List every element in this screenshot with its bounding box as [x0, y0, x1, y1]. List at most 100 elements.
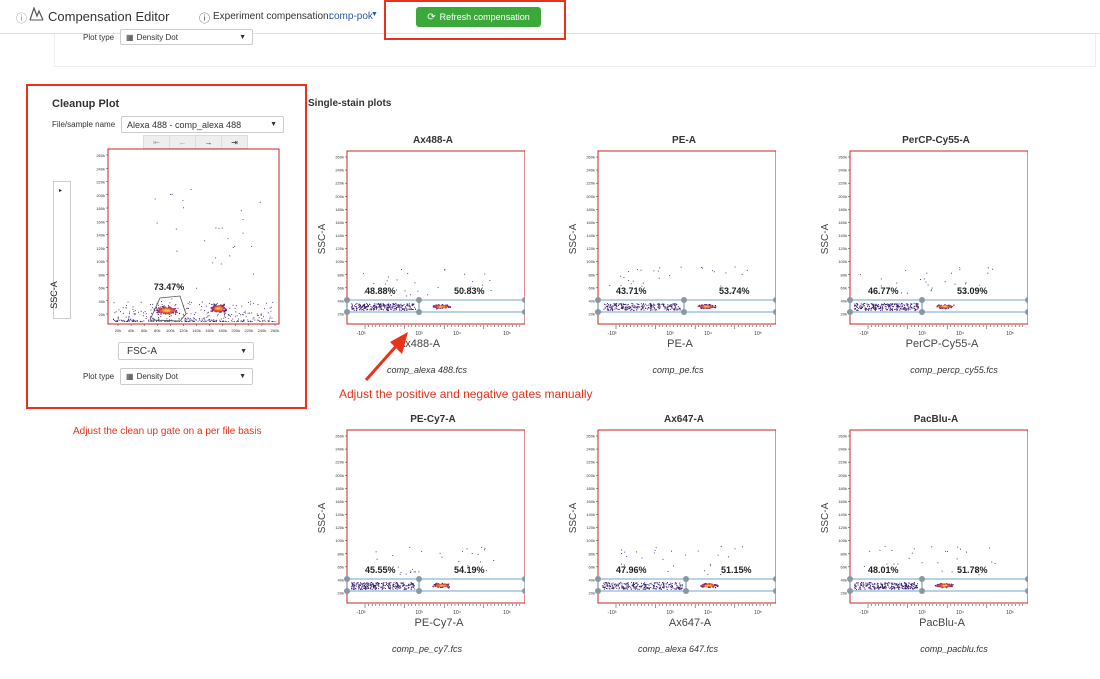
y-tick: 140k [335, 233, 344, 238]
compensation-logo-icon [29, 6, 45, 26]
positive-gate[interactable] [683, 299, 776, 313]
cleanup-x-axis-select[interactable]: FSC-A ▼ [118, 342, 254, 360]
top-plot-type-select[interactable]: ▦ Density Dot ▼ [120, 29, 253, 45]
single-stain-plot[interactable]: SSC-A 260k 240k 220k 200k 180k 160k 140k 120k 100… [566, 428, 776, 638]
single-stain-file-name: comp_pe.fcs [652, 365, 704, 375]
gate-handle[interactable] [1025, 588, 1028, 594]
gate-handle[interactable] [522, 297, 525, 303]
positive-gate[interactable] [685, 578, 776, 592]
gate-handle[interactable] [919, 309, 925, 315]
single-stain-file-name: comp_alexa 488.fcs [386, 365, 468, 375]
x-tick: -10³ [357, 610, 366, 616]
gate-handle[interactable] [344, 576, 350, 582]
cleanup-x-tick: 260k [271, 328, 280, 333]
cleanup-gate[interactable] [149, 295, 187, 322]
gate-handle[interactable] [344, 588, 350, 594]
gate-handle[interactable] [416, 297, 422, 303]
cleanup-y-axis-label: SSC-A [48, 281, 59, 309]
gate-handle[interactable] [1025, 297, 1028, 303]
single-stain-plot[interactable]: SSC-A 260k 240k 220k 200k 180k 160k 140k 120k 100… [818, 149, 1028, 359]
y-tick: 180k [335, 207, 344, 212]
plot-frame [597, 150, 776, 325]
single-stain-plot[interactable]: SSC-A 260k 240k 220k 200k 180k 160k 140k 120k 100… [566, 149, 776, 359]
x-tick: 10³ [415, 610, 423, 616]
cleanup-y-tick: 200k [96, 193, 105, 198]
gate-handle[interactable] [773, 297, 776, 303]
gate-handle[interactable] [681, 297, 687, 303]
y-tick: 120k [586, 525, 595, 530]
negative-gate-pct: 45.55% [365, 565, 396, 575]
gates-annotation: Adjust the positive and negative gates m… [339, 387, 593, 401]
gate-handle[interactable] [522, 588, 525, 594]
gate-handle[interactable] [773, 309, 776, 315]
single-stain-plot[interactable]: SSC-A 260k 240k 220k 200k 180k 160k 140k 120k 100… [315, 428, 525, 638]
gate-handle[interactable] [595, 309, 601, 315]
gate-handle[interactable] [522, 309, 525, 315]
single-stain-plot[interactable]: SSC-A 260k 240k 220k 200k 180k 160k 140k 120k 100… [315, 149, 525, 359]
gate-handle[interactable] [416, 309, 422, 315]
x-axis-label: PacBlu-A [919, 617, 966, 629]
gate-handle[interactable] [595, 588, 601, 594]
gate-handle[interactable] [847, 297, 853, 303]
gate-handle[interactable] [919, 297, 925, 303]
gate-handle[interactable] [416, 588, 422, 594]
experiment-compensation-dropdown[interactable]: comp-pok [329, 11, 373, 22]
file-sample-select[interactable]: Alexa 488 - comp_alexa 488 ▼ [121, 116, 284, 133]
cleanup-y-axis-select[interactable]: ▸ SSC-A [49, 181, 71, 319]
negative-gate-pct: 48.01% [868, 565, 899, 575]
gate-handle[interactable] [522, 576, 525, 582]
cleanup-annotation: Adjust the clean up gate on a per file b… [73, 426, 262, 437]
gate-handle[interactable] [847, 588, 853, 594]
gate-handle[interactable] [344, 297, 350, 303]
single-stain-plot[interactable]: SSC-A 260k 240k 220k 200k 180k 160k 140k 120k 100… [818, 428, 1028, 638]
positive-gate[interactable] [418, 299, 525, 313]
gate-handle[interactable] [683, 588, 689, 594]
x-tick: 10³ [918, 610, 926, 616]
gate-handle[interactable] [595, 297, 601, 303]
y-tick: 40k [589, 577, 595, 582]
gate-handle[interactable] [344, 309, 350, 315]
cleanup-y-tick: 160k [96, 219, 105, 224]
gate-handle[interactable] [919, 576, 925, 582]
y-tick: 140k [335, 512, 344, 517]
y-axis-label: SSC-A [820, 502, 831, 533]
gate-handle[interactable] [595, 576, 601, 582]
y-tick: 20k [589, 591, 595, 596]
cleanup-x-tick: 220k [244, 328, 253, 333]
x-axis-label: PE-A [667, 338, 693, 350]
gate-handle[interactable] [919, 588, 925, 594]
gate-handle[interactable] [847, 309, 853, 315]
experiment-caret-icon[interactable]: ▼ [371, 11, 378, 18]
y-tick: 180k [586, 207, 595, 212]
gate-handle[interactable] [1025, 309, 1028, 315]
experiment-info-icon[interactable]: ⓘ [199, 13, 210, 25]
cleanup-plot-type-select[interactable]: ▦ Density Dot ▼ [120, 368, 253, 385]
positive-gate[interactable] [921, 299, 1028, 313]
cleanup-x-tick: 140k [192, 328, 201, 333]
cleanup-x-tick: 180k [218, 328, 227, 333]
gate-handle[interactable] [773, 576, 776, 582]
positive-gate-pct: 51.78% [957, 565, 988, 575]
cleanup-plot-frame [107, 148, 280, 325]
cleanup-plot[interactable]: 260k 240k 220k 200k 180k 160k 140k 120k 100k 80k 6… [80, 145, 290, 345]
gate-handle[interactable] [1025, 576, 1028, 582]
info-icon[interactable]: ⓘ [16, 13, 27, 25]
gate-handle[interactable] [683, 576, 689, 582]
y-tick: 100k [838, 538, 847, 543]
gate-handle[interactable] [773, 588, 776, 594]
cleanup-plot-type-value: Density Dot [136, 372, 178, 381]
y-tick: 80k [841, 272, 847, 277]
annotation-arrow-icon [364, 332, 408, 381]
y-tick: 160k [586, 499, 595, 504]
y-tick: 260k [335, 434, 344, 439]
refresh-compensation-button[interactable]: ⟳ Refresh compensation [416, 7, 541, 27]
gate-handle[interactable] [847, 576, 853, 582]
positive-gate[interactable] [418, 578, 525, 592]
y-tick: 240k [335, 447, 344, 452]
refresh-compensation-label: Refresh compensation [439, 12, 530, 22]
plot-events [351, 268, 492, 311]
positive-gate[interactable] [921, 578, 1028, 592]
gate-handle[interactable] [681, 309, 687, 315]
x-tick: 10⁵ [1006, 610, 1014, 616]
gate-handle[interactable] [416, 576, 422, 582]
